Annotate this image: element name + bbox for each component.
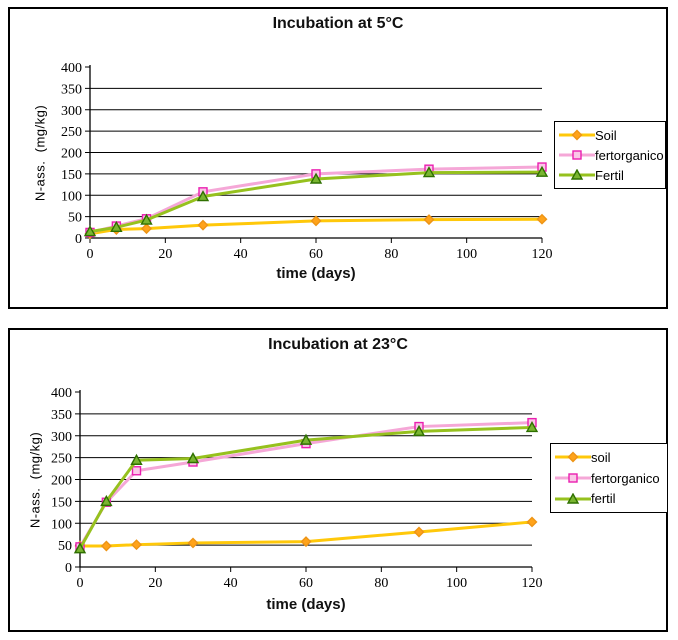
- y-tick-label: 100: [61, 189, 82, 204]
- x-axis-title: time (days): [266, 596, 346, 613]
- y-tick-label: 350: [51, 408, 72, 423]
- legend-item-soil: Soil: [559, 125, 663, 145]
- x-tick-label: 0: [77, 576, 84, 591]
- legend-item-soil: soil: [555, 447, 665, 468]
- x-tick-label: 0: [87, 247, 94, 262]
- axes: 0 50 100 150 200 250 300 350 400 0 20 40 60 80 100 120: [61, 61, 553, 262]
- axes: 0 50 100 150 200 250 300 350 400 0 20 40 60 80 100 120: [51, 386, 543, 591]
- legend-label: soil: [591, 449, 611, 465]
- legend-item-fertorganico: fertorganico: [559, 145, 664, 165]
- y-tick-label: 300: [51, 430, 72, 445]
- x-tick-label: 120: [532, 247, 553, 262]
- x-tick-label: 40: [234, 247, 248, 262]
- gridlines: [90, 87, 542, 218]
- fertorganico-line-sample: [559, 150, 595, 160]
- fertorganico-line-sample: [555, 473, 591, 483]
- y-tick-label: 200: [61, 147, 82, 162]
- legend-label: Fertil: [595, 167, 624, 183]
- x-tick-label: 80: [384, 247, 398, 262]
- y-tick-label: 250: [51, 452, 72, 467]
- chart-title-5c: Incubation at 5°C: [272, 15, 404, 32]
- x-tick-label: 120: [522, 576, 543, 591]
- x-tick-label: 80: [374, 576, 388, 591]
- legend-label: fertorganico: [595, 147, 664, 163]
- series-fertil: [73, 420, 539, 554]
- legend-item-fertorganico: fertorganico: [555, 468, 665, 489]
- y-tick-label: 0: [75, 232, 82, 247]
- chart-panel-5c: Incubation at 5°C N-ass. (mg/kg) 0 50 100 1…: [8, 7, 668, 309]
- series-Fertil: [83, 165, 549, 237]
- plot-area: 0 50 100 150 200 250 300 350 400 0 20 40 60 80 100 120: [51, 386, 543, 591]
- x-tick-label: 100: [456, 247, 477, 262]
- legend: Soil fertorganico Fertil: [554, 121, 666, 189]
- x-tick-label: 40: [224, 576, 238, 591]
- y-tick-label: 400: [51, 386, 72, 401]
- soil-line-sample: [559, 129, 595, 141]
- x-axis-title: time (days): [276, 265, 356, 282]
- legend-item-fertil: fertil: [555, 488, 665, 509]
- chart-title-23c: Incubation at 23°C: [268, 336, 408, 353]
- y-tick-label: 400: [61, 61, 82, 76]
- y-tick-label: 250: [61, 125, 82, 140]
- y-tick-label: 0: [65, 561, 72, 576]
- y-tick-label: 50: [58, 539, 72, 554]
- soil-line-sample: [555, 451, 591, 463]
- x-tick-label: 100: [446, 576, 467, 591]
- y-tick-label: 300: [61, 104, 82, 119]
- y-tick-label: 150: [51, 495, 72, 510]
- gridlines: [80, 413, 532, 546]
- y-tick-label: 50: [68, 211, 82, 226]
- legend-label: fertil: [591, 491, 616, 507]
- x-tick-label: 60: [309, 247, 323, 262]
- y-tick-label: 100: [51, 517, 72, 532]
- legend: soil fertorganico fertil: [550, 443, 668, 513]
- x-tick-label: 20: [158, 247, 172, 262]
- chart-panel-23c: Incubation at 23°C N-ass. (mg/kg) 0 50 100…: [8, 328, 668, 632]
- fertil-line-sample: [559, 169, 595, 180]
- y-tick-label: 350: [61, 82, 82, 97]
- legend-label: Soil: [595, 127, 617, 143]
- fertil-line-sample: [555, 492, 591, 504]
- y-tick-label: 150: [61, 168, 82, 183]
- legend-item-fertil: Fertil: [559, 165, 663, 185]
- legend-label: fertorganico: [591, 470, 660, 486]
- x-tick-label: 20: [148, 576, 162, 591]
- plot-area: 0 50 100 150 200 250 300 350 400 0 20 40 60 80 100 120: [61, 61, 553, 262]
- x-tick-label: 60: [299, 576, 313, 591]
- y-tick-label: 200: [51, 474, 72, 489]
